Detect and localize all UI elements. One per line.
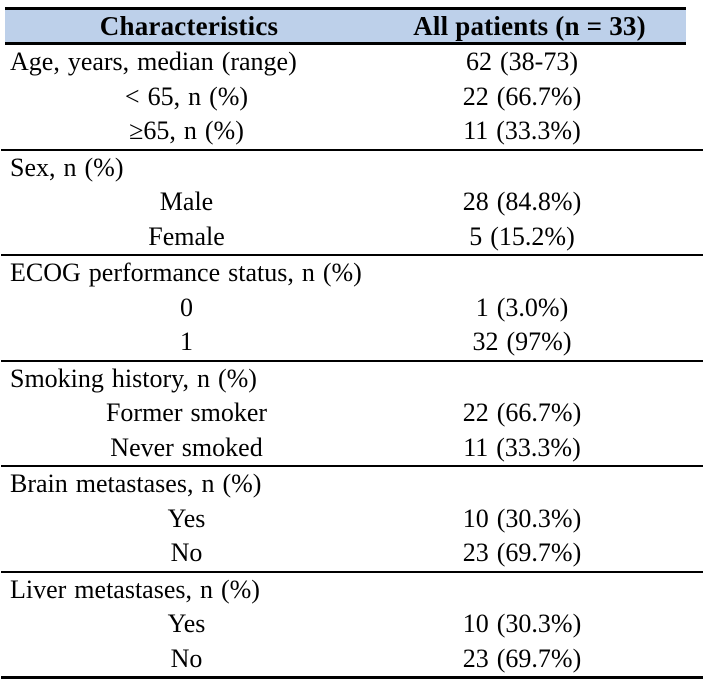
header-all-patients: All patients (n = 33)	[413, 10, 646, 41]
sub-label-cell: No	[170, 643, 203, 673]
table-row: Female 5 (15.2%)	[1, 220, 703, 255]
value-cell: 28 (84.8%)	[462, 187, 582, 217]
table-row: No 23 (69.7%)	[1, 536, 703, 571]
table-row: ECOG performance status, n (%)	[1, 256, 703, 291]
value-cell: 23 (69.7%)	[462, 643, 582, 673]
table-row: 1 32 (97%)	[1, 325, 703, 360]
section-label-cell: Smoking history, n (%)	[10, 363, 257, 393]
table-row: Former smoker 22 (66.7%)	[1, 396, 703, 431]
table-body: Age, years, median (range) 62 (38-73) < 65…	[1, 45, 703, 679]
table-section: ECOG performance status, n (%) 0 1 (3.0%) 1…	[1, 254, 703, 360]
value-cell: 1 (3.0%)	[475, 292, 569, 322]
value-cell: 22 (66.7%)	[462, 398, 582, 428]
value-cell: 11 (33.3%)	[463, 116, 581, 146]
table-row: Smoking history, n (%)	[1, 362, 703, 397]
value-cell: 11 (33.3%)	[463, 432, 581, 462]
table-row: < 65, n (%) 22 (66.7%)	[1, 80, 703, 115]
table-row: 0 1 (3.0%)	[1, 291, 703, 326]
patient-characteristics-table: Characteristics All patients (n = 33) Ag…	[1, 7, 703, 679]
sub-label-cell: Never smoked	[110, 432, 263, 462]
sub-label-cell: Male	[159, 187, 214, 217]
value-cell: 32 (97%)	[472, 327, 572, 357]
section-label-cell: Sex, n (%)	[10, 152, 124, 182]
sub-label-cell: ≥65, n (%)	[129, 116, 244, 146]
table-row: Male 28 (84.8%)	[1, 185, 703, 220]
table-section: Smoking history, n (%) Former smoker 22 (6…	[1, 359, 703, 466]
section-label-cell: ECOG performance status, n (%)	[10, 258, 362, 288]
sub-label-cell: Former smoker	[105, 398, 268, 428]
section-label-cell: Brain metastases, n (%)	[10, 469, 262, 499]
sub-label-cell: No	[170, 538, 203, 568]
table-section: Age, years, median (range) 62 (38-73) < 65…	[1, 45, 703, 149]
table-row: Age, years, median (range) 62 (38-73)	[1, 45, 703, 80]
table-header-row: Characteristics All patients (n = 33)	[5, 7, 686, 45]
sub-label-cell: Female	[148, 221, 225, 251]
sub-label-cell: Yes	[167, 503, 206, 533]
table-row: No 23 (69.7%)	[1, 642, 703, 677]
sub-label-cell: 1	[180, 327, 193, 357]
table-row: Liver metastases, n (%)	[1, 573, 703, 608]
value-cell: 23 (69.7%)	[462, 538, 582, 568]
value-cell: 5 (15.2%)	[469, 221, 575, 251]
table-row: Yes 10 (30.3%)	[1, 607, 703, 642]
table-section: Liver metastases, n (%) Yes 10 (30.3%) No 23…	[1, 570, 703, 677]
table-row: Yes 10 (30.3%)	[1, 502, 703, 537]
sub-label-cell: < 65, n (%)	[124, 81, 249, 111]
value-cell: 62 (38-73)	[466, 47, 578, 77]
sub-label-cell: 0	[180, 292, 193, 322]
table-section: Brain metastases, n (%) Yes 10 (30.3%) No 23…	[1, 465, 703, 571]
table-row: ≥65, n (%) 11 (33.3%)	[1, 114, 703, 149]
table-row: Never smoked 11 (33.3%)	[1, 431, 703, 466]
value-cell: 22 (66.7%)	[462, 81, 582, 111]
sub-label-cell: Yes	[167, 609, 206, 639]
table-section: Sex, n (%) Male 28 (84.8%) Female 5 (15.2%)	[1, 148, 703, 255]
value-cell: 10 (30.3%)	[462, 609, 582, 639]
value-cell: 10 (30.3%)	[462, 503, 582, 533]
header-characteristics: Characteristics	[99, 10, 279, 41]
section-label-cell: Liver metastases, n (%)	[10, 574, 260, 604]
table-row: Brain metastases, n (%)	[1, 467, 703, 502]
table-row: Sex, n (%)	[1, 151, 703, 186]
section-label-cell: Age, years, median (range)	[10, 47, 297, 77]
